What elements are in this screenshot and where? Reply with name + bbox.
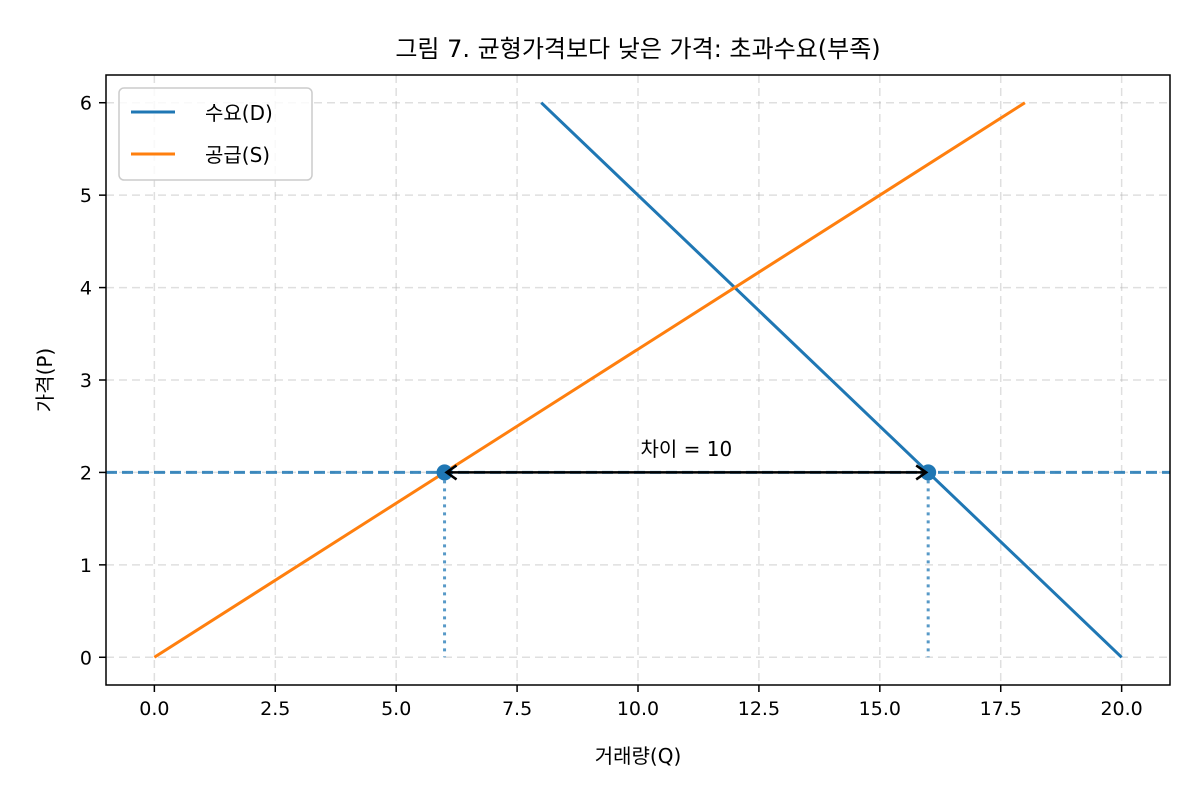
x-tick-label: 10.0 <box>617 698 659 720</box>
arrow-head-left <box>444 464 458 481</box>
y-tick-label: 0 <box>80 647 92 669</box>
ticks: 0.0 2.5 5.0 7.5 10.0 12.5 15.0 17.5 20.0 0 1 2 3 4 5 6 <box>80 93 1143 720</box>
y-tick-label: 3 <box>80 370 92 392</box>
y-tick-label: 4 <box>80 278 92 300</box>
y-tick-label: 1 <box>80 555 92 577</box>
legend-demand-label: 수요(D) <box>205 101 273 125</box>
demand-line <box>540 101 1123 659</box>
gap-annotation: 차이 = 10 <box>640 437 732 461</box>
x-tick-label: 2.5 <box>260 698 290 720</box>
x-axis-label: 거래량(Q) <box>595 744 682 768</box>
y-tick-label: 5 <box>80 185 92 207</box>
chart-title: 그림 7. 균형가격보다 낮은 가격: 초과수요(부족) <box>395 35 880 63</box>
arrow-head-right <box>915 464 929 481</box>
x-tick-label: 12.5 <box>738 698 780 720</box>
x-tick-label: 15.0 <box>859 698 901 720</box>
legend: 수요(D) 공급(S) <box>118 87 313 181</box>
plot-area <box>106 101 1170 659</box>
y-axis-label: 가격(P) <box>33 348 57 412</box>
y-tick-label: 2 <box>80 462 92 484</box>
x-tick-label: 5.0 <box>381 698 411 720</box>
legend-supply-label: 공급(S) <box>205 143 270 167</box>
x-tick-label: 20.0 <box>1100 698 1142 720</box>
supply-line <box>153 101 1026 659</box>
x-tick-label: 7.5 <box>502 698 532 720</box>
y-tick-label: 6 <box>80 93 92 115</box>
x-tick-label: 0.0 <box>139 698 169 720</box>
x-tick-label: 17.5 <box>980 698 1022 720</box>
axes-frame <box>105 74 1171 686</box>
